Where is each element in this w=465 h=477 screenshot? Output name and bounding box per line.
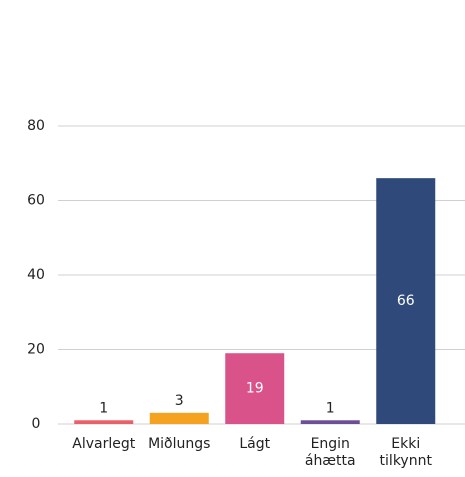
data-label: 1	[326, 400, 335, 416]
bar	[376, 178, 436, 424]
x-tick-label: Lágt	[239, 436, 271, 452]
data-label: 3	[175, 393, 184, 409]
y-tick-label: 60	[27, 193, 45, 209]
bar	[300, 420, 360, 424]
data-label: 19	[246, 381, 264, 397]
y-tick-label: 40	[27, 267, 45, 283]
y-tick-label: 0	[32, 416, 41, 432]
data-label: 66	[397, 293, 415, 309]
x-tick-label: Miðlungs	[148, 436, 211, 452]
x-tick-label: Engin áhætta	[304, 436, 356, 469]
bar	[149, 412, 209, 424]
data-label: 1	[99, 400, 108, 416]
y-tick-label: 20	[27, 342, 45, 358]
y-tick-label: 80	[27, 118, 45, 134]
bar	[74, 420, 134, 424]
x-tick-label: Ekki tilkynnt	[379, 436, 432, 469]
bar	[225, 353, 285, 424]
x-tick-label: Alvarlegt	[72, 436, 136, 452]
